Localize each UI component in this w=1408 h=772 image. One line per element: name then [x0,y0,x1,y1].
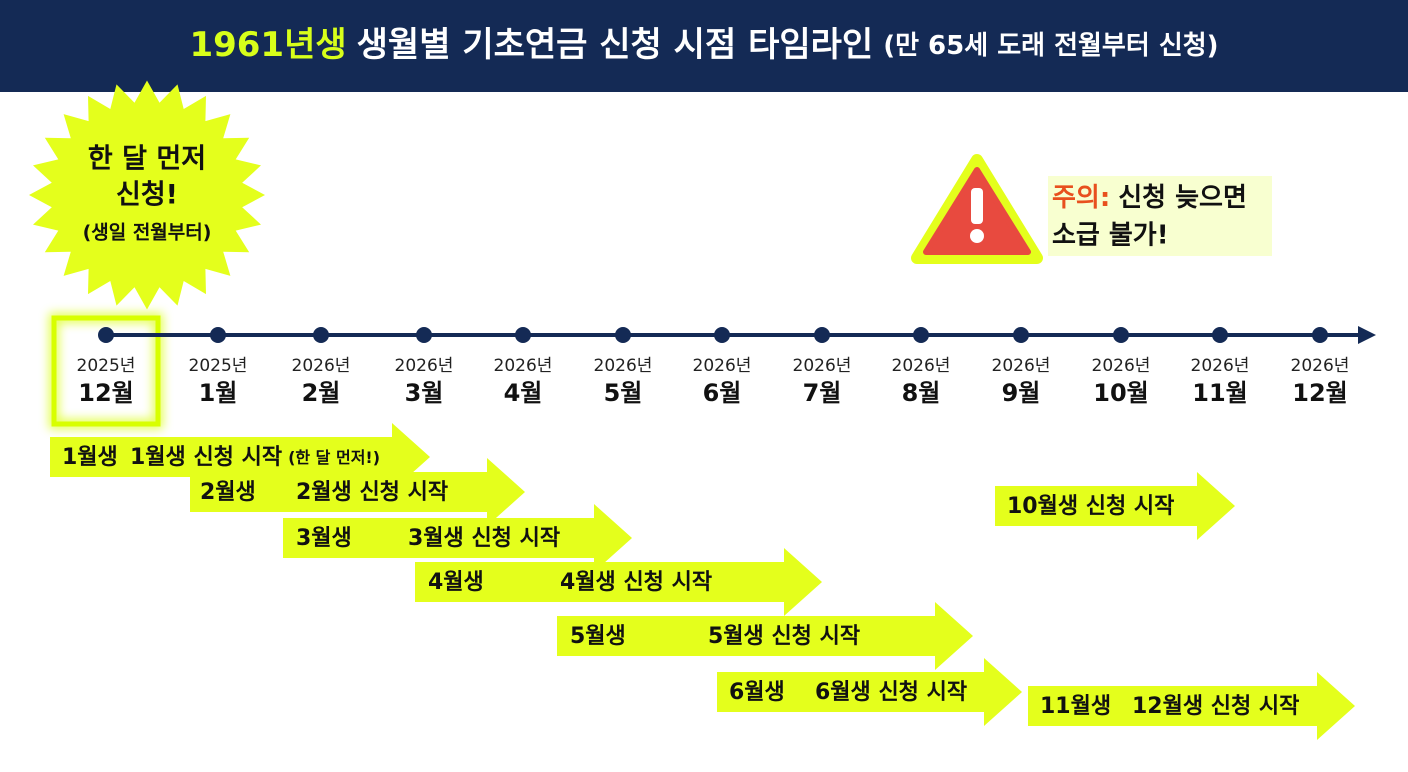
arrow-start-text: 12월생 신청 시작 [1132,694,1299,719]
arrow-birth: 5월생 [570,624,626,649]
warning-line: 신청 늦으면 [1118,183,1247,213]
arrow-start: 6월생 신청 시작 [815,680,967,705]
timeline-year: 2026년 [1291,356,1350,376]
timeline-month: 7월 [803,379,842,407]
timeline-arrowhead [1358,326,1376,344]
timeline-node [1212,327,1228,343]
timeline-node [615,327,631,343]
timeline-node [913,327,929,343]
timeline-year: 2026년 [494,356,553,376]
warning-label: 주의: [1052,183,1110,213]
arrow-birth: 3월생 [296,526,352,551]
timeline-node [515,327,531,343]
timeline-node [1013,327,1029,343]
arrow [283,504,632,572]
warning-line: 소급 불가! [1052,221,1169,251]
warning-bg [1048,176,1272,256]
timeline-node [1113,327,1129,343]
timeline-month: 10월 [1093,379,1148,407]
timeline-node [98,327,114,343]
timeline-month: 3월 [405,379,444,407]
arrow [415,548,822,616]
arrow-birth: 11월생 [1040,694,1111,719]
title-highlight: 1961년생 [189,25,346,65]
timeline-year: 2026년 [1092,356,1151,376]
arrow-birth: 2월생 [200,480,256,505]
timeline-month: 1월 [199,379,238,407]
arrow-start: 3월생 신청 시작 [408,526,560,551]
arrow-note: (한 달 먼저!) [288,448,380,467]
arrow-birth: 4월생 [428,570,484,595]
timeline-month: 9월 [1002,379,1041,407]
timeline-month: 4월 [504,379,543,407]
timeline-month: 12월 [1292,379,1347,407]
warning-text: 주의: 신청 늦으면 [1052,183,1247,213]
timeline-month: 11월 [1192,379,1247,407]
arrow [557,602,973,670]
timeline-node [814,327,830,343]
arrow-start-text: 4월생 신청 시작 [560,570,712,595]
timeline-year: 2025년 [77,356,136,376]
arrow-start: 2월생 신청 시작 [296,480,448,505]
arrow-start-text: 1월생 신청 시작 [130,445,282,470]
arrow-start-text: 10월생 신청 시작 [1007,494,1174,519]
highlight-box [51,315,161,427]
timeline-year: 2026년 [793,356,852,376]
timeline-node [313,327,329,343]
arrow [995,472,1235,540]
arrow-start: 5월생 신청 시작 [708,624,860,649]
arrow-start: 4월생 신청 시작 [560,570,712,595]
burst [29,80,265,310]
burst-line: 한 달 먼저 [88,144,206,175]
arrow-birth: 1월생 [62,445,118,470]
timeline-month: 12월 [78,379,133,407]
arrow-start-text: 5월생 신청 시작 [708,624,860,649]
arrow-start-text: 3월생 신청 시작 [408,526,560,551]
arrow-start-text: 6월생 신청 시작 [815,680,967,705]
title-main: 생월별 기초연금 신청 시점 타임라인 [357,25,874,65]
timeline-node [416,327,432,343]
arrow-start: 10월생 신청 시작 [1007,494,1174,519]
timeline-node [210,327,226,343]
timeline-year: 2026년 [992,356,1051,376]
arrow-birth: 6월생 [729,680,785,705]
timeline-year: 2026년 [693,356,752,376]
timeline-month: 5월 [604,379,643,407]
timeline-month: 6월 [703,379,742,407]
timeline-year: 2026년 [594,356,653,376]
arrow-start: 1월생 신청 시작 (한 달 먼저!) [130,445,380,470]
burst-note: (생일 전월부터) [83,222,212,244]
arrow [1028,672,1355,740]
timeline-year: 2026년 [395,356,454,376]
timeline-month: 2월 [302,379,341,407]
arrow-start: 12월생 신청 시작 [1132,694,1299,719]
title-note: (만 65세 도래 전월부터 신청) [883,31,1218,61]
timeline-node [714,327,730,343]
arrow [190,458,525,526]
timeline-month: 8월 [902,379,941,407]
title: 1961년생 생월별 기초연금 신청 시점 타임라인 (만 65세 도래 전월부터 … [189,25,1218,65]
warning-icon [911,154,1043,264]
header-bar [0,0,1408,92]
timeline-year: 2025년 [189,356,248,376]
timeline-year: 2026년 [892,356,951,376]
burst-line: 신청! [116,180,178,211]
arrow [717,658,1022,726]
timeline-year: 2026년 [292,356,351,376]
timeline-node [1312,327,1328,343]
timeline-year: 2026년 [1191,356,1250,376]
arrow-start-text: 2월생 신청 시작 [296,480,448,505]
